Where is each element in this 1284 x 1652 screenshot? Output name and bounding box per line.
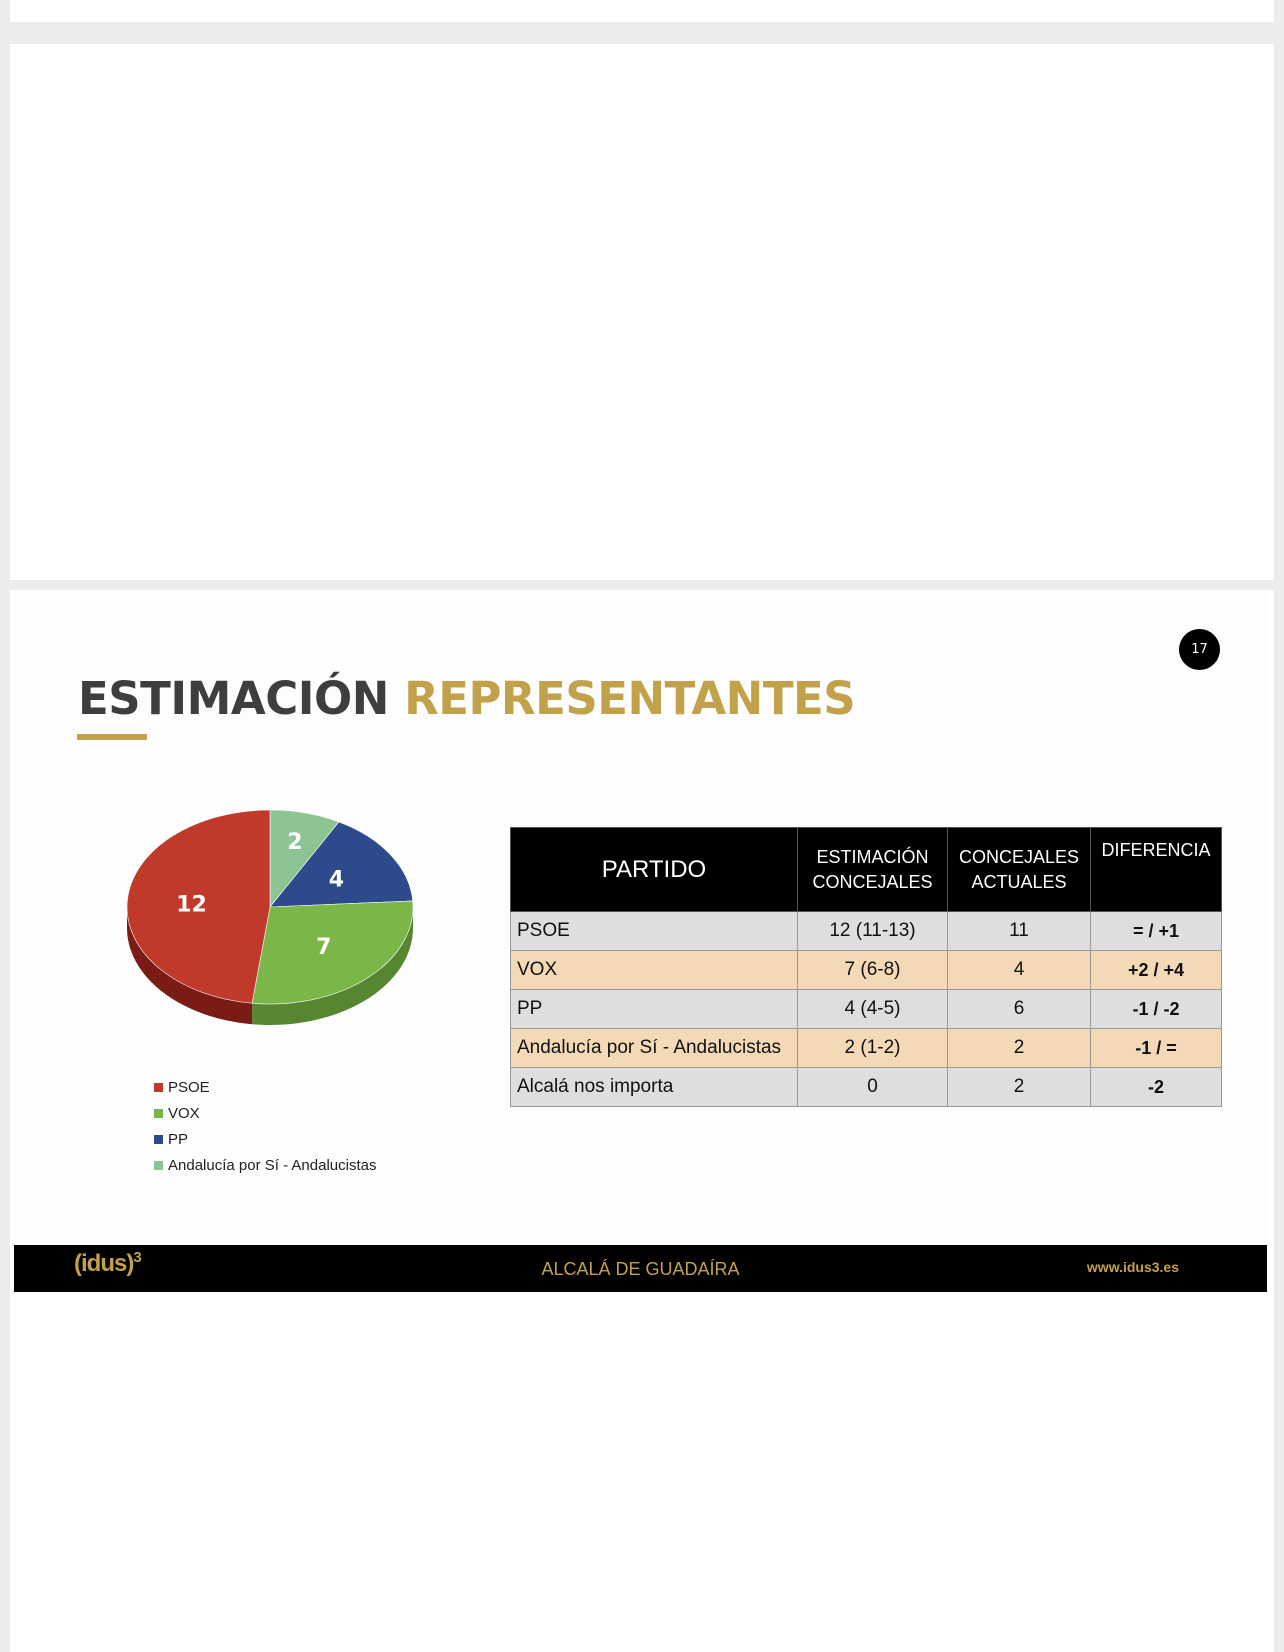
cell-party: Andalucía por Sí - Andalucistas xyxy=(510,1028,798,1068)
cell-party: PP xyxy=(510,989,798,1029)
title-part-2: REPRESENTANTES xyxy=(404,672,856,725)
table-header-row: PARTIDO ESTIMACIÓN CONCEJALES CONCEJALES A… xyxy=(510,827,1222,912)
logo-superscript: 3 xyxy=(133,1249,141,1266)
cell-diff: = / +1 xyxy=(1090,911,1222,951)
header-estimate-line1: ESTIMACIÓN xyxy=(816,846,929,867)
table-row: Alcalá nos importa 0 2 -2 xyxy=(510,1067,1222,1107)
title-underline xyxy=(77,734,147,740)
table-row: VOX 7 (6-8) 4 +2 / +4 xyxy=(510,950,1222,990)
cell-current: 6 xyxy=(947,989,1091,1029)
cell-estimate: 7 (6-8) xyxy=(797,950,948,990)
legend-swatch xyxy=(154,1134,163,1144)
cell-party: PSOE xyxy=(510,911,798,951)
header-diff: DIFERENCIA xyxy=(1090,827,1222,912)
legend-swatch xyxy=(154,1082,163,1092)
legend-item: Andalucía por Sí - Andalucistas xyxy=(154,1152,376,1178)
cell-party: VOX xyxy=(510,950,798,990)
cell-current: 2 xyxy=(947,1067,1091,1107)
page-number-badge: 17 xyxy=(1179,629,1220,670)
slide-title: ESTIMACIÓN REPRESENTANTES xyxy=(78,672,856,725)
legend-swatch xyxy=(154,1108,163,1118)
idus3-logo: (idus)3 xyxy=(74,1249,142,1278)
legend-label: Andalucía por Sí - Andalucistas xyxy=(168,1156,377,1174)
cell-current: 11 xyxy=(947,911,1091,951)
cell-diff: +2 / +4 xyxy=(1090,950,1222,990)
cell-party: Alcalá nos importa xyxy=(510,1067,798,1107)
previous-page-edge xyxy=(10,0,1274,22)
legend-label: VOX xyxy=(168,1104,200,1122)
legend-label: PP xyxy=(168,1130,189,1148)
pie-slice-pp xyxy=(269,821,414,908)
header-party: PARTIDO xyxy=(510,827,798,912)
cell-estimate: 0 xyxy=(797,1067,948,1107)
pie-slice-psoe xyxy=(126,809,271,1004)
legend-label: PSOE xyxy=(168,1078,210,1096)
table-row: PP 4 (4-5) 6 -1 / -2 xyxy=(510,989,1222,1029)
pie-chart: 2 4 7 12 xyxy=(126,809,414,1025)
pie-slice-vox xyxy=(251,900,414,1005)
cell-diff: -2 xyxy=(1090,1067,1222,1107)
table-row: PSOE 12 (11-13) 11 = / +1 xyxy=(510,911,1222,951)
pie-value-label: 7 xyxy=(316,935,331,960)
pie-value-label: 12 xyxy=(176,893,207,918)
title-part-1: ESTIMACIÓN xyxy=(78,672,389,725)
legend-item: PP xyxy=(154,1126,376,1152)
pie-value-label: 2 xyxy=(287,830,302,855)
cell-diff: -1 / -2 xyxy=(1090,989,1222,1029)
header-current-line2: ACTUALES xyxy=(971,871,1067,892)
cell-estimate: 4 (4-5) xyxy=(797,989,948,1029)
page-separator xyxy=(10,580,1274,590)
legend-item: VOX xyxy=(154,1100,376,1126)
table-row: Andalucía por Sí - Andalucistas 2 (1-2) … xyxy=(510,1028,1222,1068)
legend-swatch xyxy=(154,1160,163,1170)
footer-bar: (idus)3 ALCALÁ DE GUADAÍRA www.idus3.es xyxy=(14,1245,1267,1292)
logo-text: (idus) xyxy=(74,1250,134,1277)
pie-side-vox xyxy=(252,907,413,1025)
footer-website-link[interactable]: www.idus3.es xyxy=(1086,1259,1179,1275)
header-current: CONCEJALES ACTUALES xyxy=(947,827,1091,912)
chart-legend: PSOE VOX PP Andalucía por Sí - Andalucis… xyxy=(154,1074,376,1178)
header-estimate: ESTIMACIÓN CONCEJALES xyxy=(797,827,948,912)
cell-diff: -1 / = xyxy=(1090,1028,1222,1068)
pie-value-label: 4 xyxy=(329,867,344,892)
footer-location: ALCALÁ DE GUADAÍRA xyxy=(541,1259,740,1279)
cell-current: 2 xyxy=(947,1028,1091,1068)
header-current-line1: CONCEJALES xyxy=(958,846,1080,867)
cell-estimate: 12 (11-13) xyxy=(797,911,948,951)
pie-side-psoe xyxy=(127,907,253,1025)
cell-current: 4 xyxy=(947,950,1091,990)
cell-estimate: 2 (1-2) xyxy=(797,1028,948,1068)
legend-item: PSOE xyxy=(154,1074,376,1100)
results-table: PARTIDO ESTIMACIÓN CONCEJALES CONCEJALES A… xyxy=(510,827,1222,1107)
header-estimate-line2: CONCEJALES xyxy=(812,871,933,892)
